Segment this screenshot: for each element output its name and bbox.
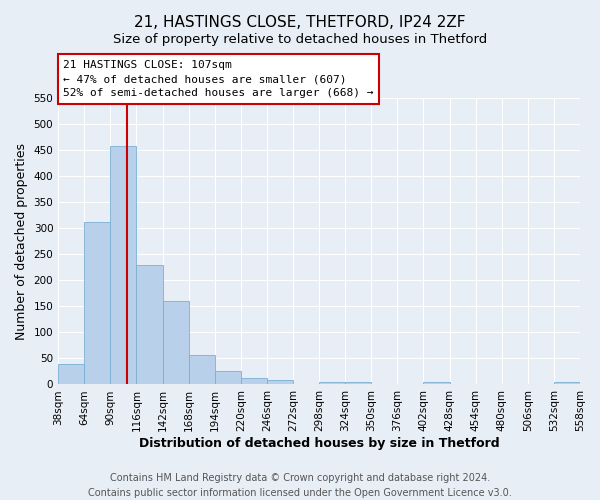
Bar	[58, 364, 84, 384]
Bar	[424, 382, 449, 384]
Bar	[215, 372, 241, 384]
Bar	[345, 382, 371, 384]
Y-axis label: Number of detached properties: Number of detached properties	[15, 142, 28, 340]
Bar	[84, 222, 110, 384]
Text: 21 HASTINGS CLOSE: 107sqm
← 47% of detached houses are smaller (607)
52% of semi: 21 HASTINGS CLOSE: 107sqm ← 47% of detac…	[64, 60, 374, 98]
Bar	[319, 382, 345, 384]
Text: Size of property relative to detached houses in Thetford: Size of property relative to detached ho…	[113, 32, 487, 46]
Bar	[110, 146, 136, 384]
Text: 21, HASTINGS CLOSE, THETFORD, IP24 2ZF: 21, HASTINGS CLOSE, THETFORD, IP24 2ZF	[134, 15, 466, 30]
X-axis label: Distribution of detached houses by size in Thetford: Distribution of detached houses by size …	[139, 437, 499, 450]
Bar	[554, 382, 580, 384]
Bar	[267, 380, 293, 384]
Bar	[241, 378, 267, 384]
Text: Contains HM Land Registry data © Crown copyright and database right 2024.
Contai: Contains HM Land Registry data © Crown c…	[88, 472, 512, 498]
Bar	[136, 265, 163, 384]
Bar	[188, 355, 215, 384]
Bar	[163, 301, 188, 384]
